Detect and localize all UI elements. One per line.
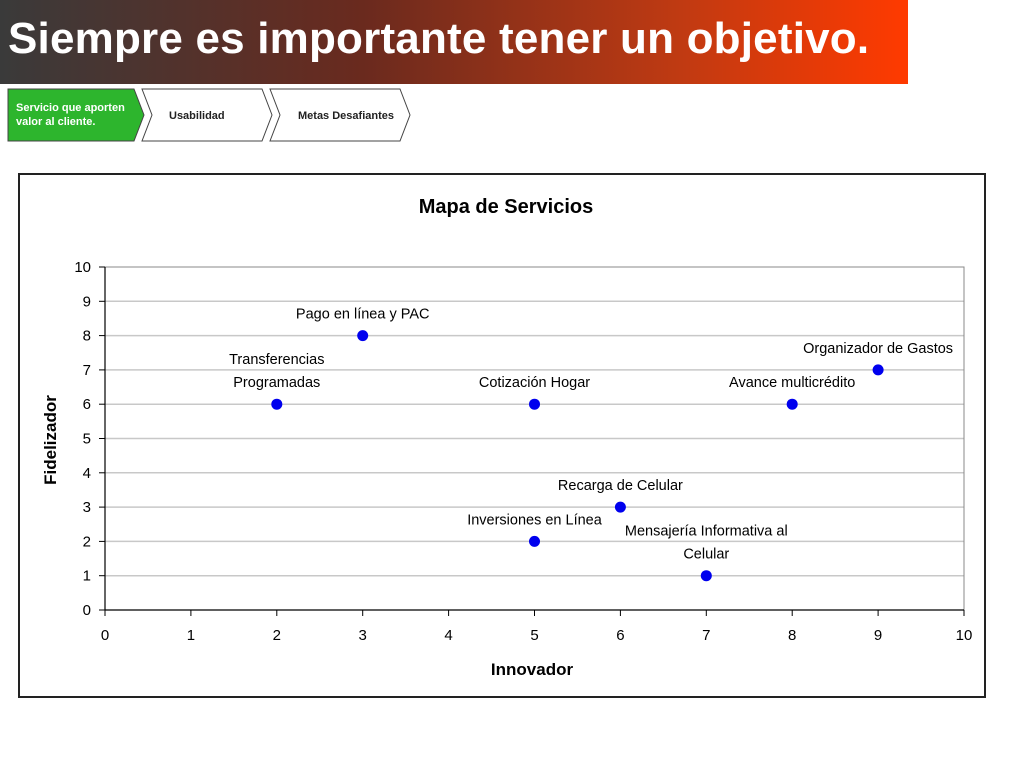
x-tick-label: 1 [187, 627, 195, 644]
page-title: Siempre es importante tener un objetivo. [8, 14, 870, 63]
step-2-label: Usabilidad [169, 110, 225, 122]
step-arrow-2[interactable] [141, 88, 273, 142]
data-label: Pago en línea y PAC [296, 307, 430, 323]
x-tick-label: 3 [359, 627, 367, 644]
title-banner: Siempre es importante tener un objetivo. [0, 0, 908, 84]
tick-labels: 0 1 2 3 4 5 6 7 8 9 10 0 1 2 3 4 5 6 7 8 9 10 [74, 259, 972, 644]
data-label: Inversiones en Línea [467, 512, 603, 528]
x-tick-label: 0 [101, 627, 109, 644]
data-label: Mensajería Informativa al [625, 524, 788, 540]
x-tick-label: 6 [616, 627, 624, 644]
data-label: Transferencias [229, 352, 324, 368]
y-tick-label: 7 [83, 362, 91, 379]
data-label: Celular [683, 547, 729, 563]
data-point [529, 535, 540, 547]
data-point [271, 398, 283, 410]
y-tick-label: 0 [83, 602, 91, 619]
step-1-label: Servicio que aporten valor al cliente. [16, 101, 125, 129]
scatter-chart: Mapa de Servicios 0 1 2 3 4 5 6 7 8 9 10 0 1 2 3 4 5 6 7 8 9… [41, 196, 972, 679]
step-arrow-3[interactable] [269, 88, 411, 142]
process-steps: Servicio que aporten valor al cliente. U… [0, 86, 420, 146]
data-point [872, 364, 884, 376]
y-tick-label: 8 [83, 328, 91, 345]
step-arrow-1[interactable] [7, 88, 145, 142]
x-tick-label: 9 [874, 627, 882, 644]
y-tick-label: 4 [83, 465, 91, 482]
point-labels: Transferencias Programadas Pago en línea y… [229, 307, 953, 563]
data-label: Organizador de Gastos [803, 341, 953, 357]
data-point [614, 501, 626, 513]
axes [99, 266, 965, 616]
data-label: Recarga de Celular [558, 478, 683, 494]
step-1-label-line1: Servicio que aporten [16, 102, 125, 114]
y-tick-label: 2 [83, 533, 91, 550]
x-tick-label: 2 [273, 627, 281, 644]
y-tick-label: 6 [83, 396, 91, 413]
data-label: Cotización Hogar [479, 375, 590, 391]
chart-container: Mapa de Servicios 0 1 2 3 4 5 6 7 8 9 10 0 1 2 3 4 5 6 7 8 9… [18, 173, 986, 698]
x-tick-label: 4 [444, 627, 452, 644]
x-tick-label: 7 [702, 627, 710, 644]
data-label: Programadas [233, 375, 320, 391]
data-points [271, 330, 884, 582]
x-tick-label: 5 [530, 627, 538, 644]
data-point [786, 398, 798, 410]
y-tick-label: 9 [83, 293, 91, 310]
data-point [700, 570, 712, 582]
y-tick-label: 3 [83, 499, 91, 516]
process-arrows [7, 88, 411, 142]
x-tick-label: 8 [788, 627, 796, 644]
y-axis-label: Fidelizador [41, 395, 60, 485]
step-1-label-line2: valor al cliente. [16, 116, 96, 128]
y-tick-label: 1 [83, 568, 91, 585]
chart-title: Mapa de Servicios [419, 196, 594, 218]
step-3-label: Metas Desafiantes [298, 110, 394, 122]
y-tick-label: 10 [74, 259, 91, 276]
data-label: Avance multicrédito [729, 375, 855, 391]
x-tick-label: 10 [956, 627, 973, 644]
y-tick-label: 5 [83, 431, 91, 448]
x-axis-label: Innovador [491, 660, 574, 679]
data-point [529, 398, 540, 410]
data-point [357, 330, 369, 342]
